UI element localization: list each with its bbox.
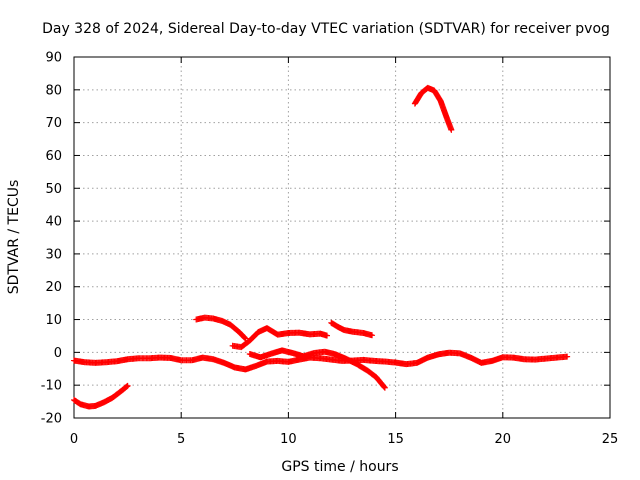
series-arc-7 [411, 84, 455, 133]
series-arc-5 [328, 319, 376, 339]
y-tick-label: 30 [45, 247, 62, 262]
x-tick-label: 5 [177, 432, 185, 447]
x-tick-label: 15 [387, 432, 404, 447]
data-point [381, 384, 388, 391]
y-tick-label: 0 [54, 346, 62, 361]
plot-border [73, 56, 611, 419]
tick-layer [73, 56, 611, 419]
series-arc-3 [193, 314, 249, 342]
y-tick-label: -20 [41, 412, 62, 427]
data-point [448, 126, 455, 133]
data-points [71, 84, 571, 410]
y-axis-label: SDTVAR / TECUs [6, 180, 22, 295]
x-tick-label: 0 [70, 432, 78, 447]
data-point [381, 384, 388, 391]
data-point [564, 353, 571, 360]
tick-labels: 0 5 10 15 20 25 -20 -10 0 10 20 30 40 50 60 70 80 90 [41, 51, 619, 448]
grid-layer [74, 57, 610, 418]
y-tick-label: 20 [45, 280, 62, 295]
y-tick-label: 90 [45, 51, 62, 66]
data-point [241, 334, 248, 341]
data-point [323, 332, 330, 339]
series-arc-4 [229, 325, 330, 351]
data-point [124, 382, 131, 389]
y-tick-label: 80 [45, 83, 62, 98]
y-tick-label: -10 [41, 379, 62, 394]
data-point [241, 334, 248, 341]
x-axis-label: GPS time / hours [281, 459, 398, 475]
series-arc-6 [246, 347, 388, 391]
plot-frame [73, 56, 611, 419]
chart-title: Day 328 of 2024, Sidereal Day-to-day VTE… [42, 21, 610, 37]
series-arc-2 [71, 349, 571, 373]
y-tick-label: 70 [45, 116, 62, 131]
y-tick-label: 40 [45, 215, 62, 230]
y-tick-label: 10 [45, 313, 62, 328]
data-point [369, 332, 376, 339]
series-arc-1 [71, 382, 131, 410]
x-tick-label: 25 [602, 432, 619, 447]
y-tick-label: 50 [45, 182, 62, 197]
y-tick-label: 60 [45, 149, 62, 164]
x-tick-label: 20 [495, 432, 512, 447]
x-tick-label: 10 [280, 432, 297, 447]
